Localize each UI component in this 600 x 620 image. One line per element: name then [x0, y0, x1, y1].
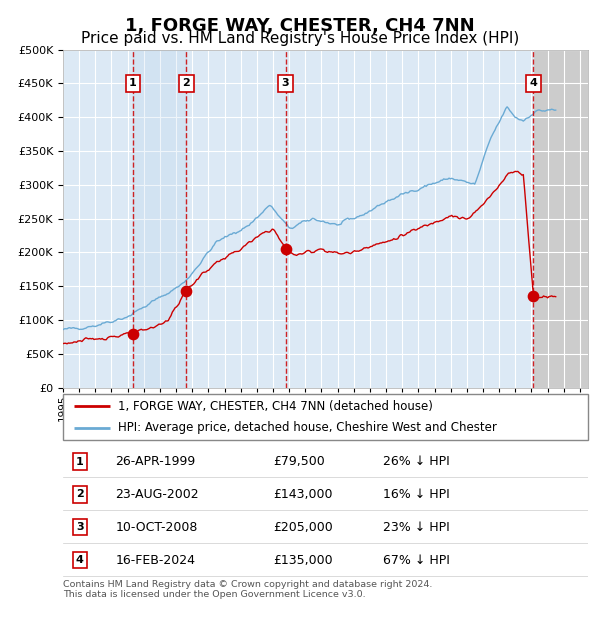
Text: 1: 1: [129, 78, 137, 89]
Point: [529, 291, 538, 301]
Bar: [133, 50, 187, 388]
Bar: [533, 50, 588, 388]
Point: [281, 244, 290, 254]
Text: 3: 3: [282, 78, 289, 89]
Text: 67% ↓ HPI: 67% ↓ HPI: [383, 554, 450, 567]
Text: 1, FORGE WAY, CHESTER, CH4 7NN: 1, FORGE WAY, CHESTER, CH4 7NN: [125, 17, 475, 35]
Text: 26-APR-1999: 26-APR-1999: [115, 455, 196, 468]
Text: 16% ↓ HPI: 16% ↓ HPI: [383, 488, 450, 501]
Point: [182, 286, 191, 296]
Bar: [63, 50, 533, 388]
Text: 23-AUG-2002: 23-AUG-2002: [115, 488, 199, 501]
Text: 10-OCT-2008: 10-OCT-2008: [115, 521, 198, 534]
Text: 2: 2: [182, 78, 190, 89]
FancyBboxPatch shape: [63, 394, 588, 440]
Bar: [133, 50, 187, 388]
Text: 4: 4: [529, 78, 538, 89]
Text: HPI: Average price, detached house, Cheshire West and Chester: HPI: Average price, detached house, Ches…: [118, 421, 497, 434]
Text: 1: 1: [76, 456, 83, 467]
Text: £135,000: £135,000: [273, 554, 332, 567]
Text: 1, FORGE WAY, CHESTER, CH4 7NN (detached house): 1, FORGE WAY, CHESTER, CH4 7NN (detached…: [118, 400, 433, 413]
Text: Contains HM Land Registry data © Crown copyright and database right 2024.
This d: Contains HM Land Registry data © Crown c…: [63, 580, 433, 599]
Text: 3: 3: [76, 522, 83, 533]
Text: £205,000: £205,000: [273, 521, 333, 534]
Text: £143,000: £143,000: [273, 488, 332, 501]
Text: £79,500: £79,500: [273, 455, 325, 468]
Text: 2: 2: [76, 489, 83, 500]
Text: Price paid vs. HM Land Registry's House Price Index (HPI): Price paid vs. HM Land Registry's House …: [81, 31, 519, 46]
Text: 23% ↓ HPI: 23% ↓ HPI: [383, 521, 450, 534]
Point: [128, 329, 137, 339]
Text: 26% ↓ HPI: 26% ↓ HPI: [383, 455, 450, 468]
Text: 16-FEB-2024: 16-FEB-2024: [115, 554, 196, 567]
Text: 4: 4: [76, 555, 84, 565]
